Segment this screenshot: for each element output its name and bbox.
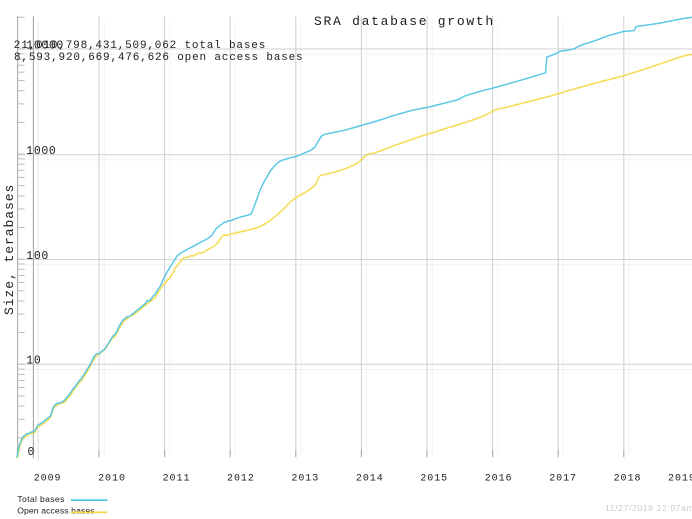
svg-text:2015: 2015	[420, 474, 448, 485]
svg-text:1000: 1000	[26, 145, 56, 158]
svg-text:2014: 2014	[356, 474, 384, 485]
svg-text:Total bases: Total bases	[17, 494, 64, 504]
svg-text:2010: 2010	[98, 474, 126, 485]
svg-text:21,010,798,431,509,062 total b: 21,010,798,431,509,062 total bases	[14, 40, 266, 52]
svg-text:2009: 2009	[34, 474, 62, 485]
svg-text:10: 10	[26, 355, 41, 368]
svg-text:Size, terabases: Size, terabases	[2, 184, 17, 315]
svg-text:2013: 2013	[291, 474, 319, 485]
svg-text:0: 0	[28, 446, 36, 459]
svg-text:2018: 2018	[614, 474, 642, 485]
svg-text:2011: 2011	[163, 474, 191, 485]
svg-text:2012: 2012	[227, 474, 255, 485]
svg-text:10000: 10000	[26, 40, 64, 53]
svg-text:100: 100	[26, 250, 49, 263]
svg-text:2017: 2017	[549, 474, 577, 485]
svg-text:11/27/2018 12:07am: 11/27/2018 12:07am	[605, 503, 692, 513]
svg-text:2016: 2016	[485, 474, 513, 485]
svg-text:8,593,920,669,476,626 open acc: 8,593,920,669,476,626 open access bases	[14, 52, 303, 64]
svg-text:2019: 2019	[668, 474, 692, 485]
svg-text:SRA database growth: SRA database growth	[314, 14, 495, 29]
svg-text:Open access bases: Open access bases	[17, 505, 95, 515]
